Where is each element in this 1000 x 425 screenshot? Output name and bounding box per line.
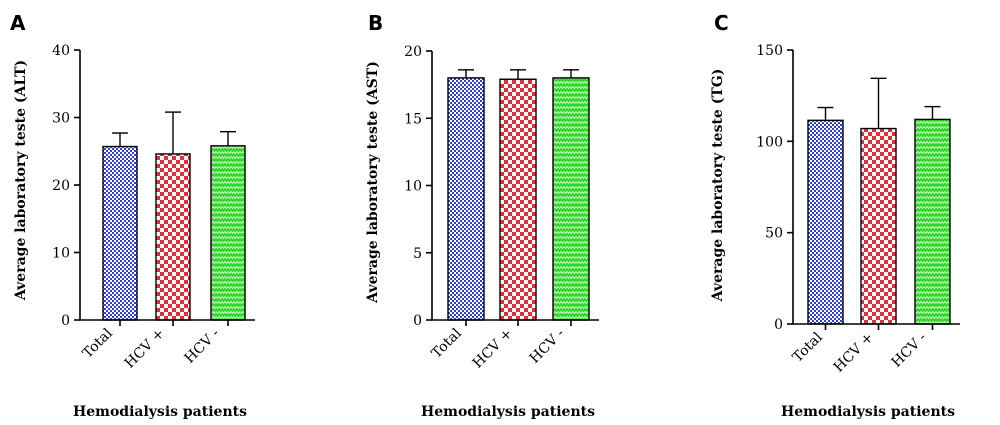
panel-c-categories: Total HCV + HCV - [790,324,934,376]
bar-hcv-neg [552,77,590,321]
panel-a-letter: A [10,11,26,35]
ytick-label: 5 [413,246,422,262]
ytick-label: 150 [756,43,783,59]
ytick-label: 40 [52,43,70,59]
panel-a-yticks: 0 10 20 30 40 [52,43,80,329]
panel-b-error-bars [458,69,579,80]
category-label-total: Total [790,329,827,366]
ytick-label: 0 [61,313,70,329]
ytick-label: 10 [404,179,422,195]
panel-a-axes [79,50,255,321]
panel-b-ylabel: Average laboratory teste (AST) [365,61,381,304]
panel-c: C Average laboratory teste (TG) Hemodial… [710,11,960,420]
ytick-label: 50 [765,226,783,242]
category-label-hcv-pos: HCV + [470,326,516,372]
panel-a-ylabel: Average laboratory teste (ALT) [13,60,29,301]
ytick-label: 0 [413,313,422,329]
panel-b-xlabel: Hemodialysis patients [421,404,595,420]
bar-hcv-pos [860,127,897,325]
bar-hcv-neg [914,118,951,325]
panel-a-xlabel: Hemodialysis patients [73,404,247,420]
panel-c-axes [792,50,960,325]
ytick-label: 100 [756,134,783,150]
panel-a-bars [102,145,246,321]
panel-c-letter: C [714,11,729,35]
panel-b: B Average laboratory teste (AST) Hemodia… [365,11,599,420]
panel-c-ylabel: Average laboratory teste (TG) [710,69,726,303]
category-label-hcv-pos: HCV + [122,326,168,372]
panel-b-letter: B [368,11,383,35]
panel-a: A Average laboratory teste (ALT) Hemodia… [10,11,255,420]
category-label-hcv-neg: HCV - [182,325,223,366]
category-label-total: Total [429,325,466,362]
panel-c-xlabel: Hemodialysis patients [781,404,955,420]
panel-c-bars [807,118,951,325]
category-label-hcv-neg: HCV - [527,325,568,366]
bar-hcv-pos [499,78,537,321]
panel-a-error-bars [112,111,236,154]
bar-total [102,145,138,321]
category-label-hcv-pos: HCV + [831,330,877,376]
ytick-label: 10 [52,246,70,262]
panel-c-error-bars [817,77,941,129]
panel-b-yticks: 0 5 10 15 20 [404,44,432,329]
panel-b-axes [431,51,599,321]
bar-total [807,119,844,325]
ytick-label: 20 [404,44,422,60]
ytick-label: 20 [52,178,70,194]
category-label-total: Total [80,325,117,362]
bar-total [447,77,485,321]
ytick-label: 15 [404,111,422,127]
panel-b-bars [447,77,590,321]
panel-a-categories: Total HCV + HCV - [80,320,229,372]
ytick-label: 30 [52,111,70,127]
panel-b-categories: Total HCV + HCV - [429,320,572,372]
ytick-label: 0 [774,317,783,333]
category-label-hcv-neg: HCV - [889,329,930,370]
bar-hcv-neg [210,145,246,321]
bar-hcv-pos [155,153,191,321]
panel-c-yticks: 0 50 100 150 [756,43,793,333]
